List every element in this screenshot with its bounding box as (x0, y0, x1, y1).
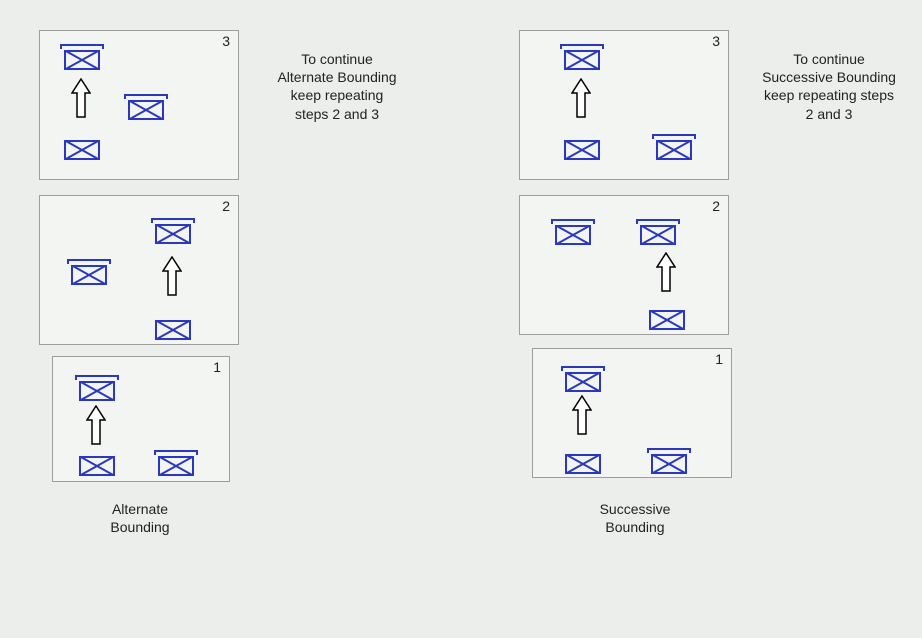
panel-label: 1 (213, 359, 221, 375)
unit-symbol (71, 265, 107, 285)
caption-a_bottom: Alternate Bounding (80, 500, 200, 536)
unit-symbol (79, 381, 115, 401)
unit-symbol (64, 140, 100, 160)
up-arrow (571, 78, 591, 118)
panel-label: 2 (222, 198, 230, 214)
unit-symbol (564, 140, 600, 160)
unit-symbol (649, 310, 685, 330)
unit-symbol (155, 320, 191, 340)
diagram-canvas: 3 2 1 3 2 1 To continue Alternate Bounding kee… (0, 0, 922, 638)
unit-symbol (79, 456, 115, 476)
unit-symbol (565, 454, 601, 474)
unit-symbol (158, 456, 194, 476)
panel-label: 3 (222, 33, 230, 49)
caption-a_top: To continue Alternate Bounding keep repe… (252, 50, 422, 123)
panel-s2: 2 (519, 195, 729, 335)
unit-symbol (555, 225, 591, 245)
unit-symbol (128, 100, 164, 120)
panel-label: 3 (712, 33, 720, 49)
up-arrow (162, 256, 182, 296)
caption-s_bottom: Successive Bounding (575, 500, 695, 536)
panel-a2: 2 (39, 195, 239, 345)
caption-s_top: To continue Successive Bounding keep rep… (744, 50, 914, 123)
panel-s3: 3 (519, 30, 729, 180)
panel-label: 2 (712, 198, 720, 214)
unit-symbol (640, 225, 676, 245)
unit-symbol (565, 372, 601, 392)
panel-label: 1 (715, 351, 723, 367)
up-arrow (572, 395, 592, 435)
unit-symbol (64, 50, 100, 70)
unit-symbol (656, 140, 692, 160)
up-arrow (71, 78, 91, 118)
up-arrow (656, 252, 676, 292)
unit-symbol (155, 224, 191, 244)
unit-symbol (564, 50, 600, 70)
unit-symbol (651, 454, 687, 474)
up-arrow (86, 405, 106, 445)
